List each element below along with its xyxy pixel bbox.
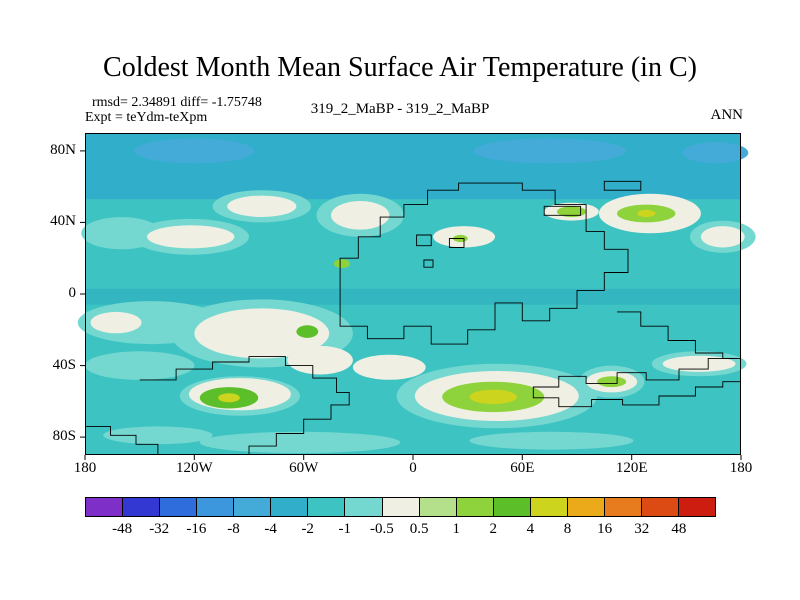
colorbar-tick-label: -2: [301, 521, 314, 537]
y-axis-labels: 80N 40N 0 40S 80S: [30, 133, 76, 455]
y-axis-label: 40N: [50, 213, 76, 230]
coastline: [543, 205, 582, 216]
anomaly-blob: [597, 376, 627, 388]
colorbar-tick-label: 48: [671, 521, 687, 537]
anomaly-blob: [637, 209, 656, 218]
coastline: [448, 238, 465, 248]
x-axis-label: 120E: [615, 460, 648, 476]
anomaly-blob: [700, 226, 745, 248]
colorbar-segment: [270, 497, 309, 517]
colorbar-tick-label: 8: [563, 521, 572, 537]
colorbar-segment: [122, 497, 161, 517]
colorbar-tick-label: 1: [452, 521, 460, 537]
colorbar-segment: [603, 497, 642, 517]
colorbar-segment: [640, 497, 679, 517]
coastline: [617, 311, 741, 359]
coastline: [423, 259, 434, 268]
coastline: [139, 356, 350, 455]
colorbar: [85, 497, 717, 517]
colorbar-tick-label: -48: [112, 521, 133, 537]
anomaly-blob: [199, 431, 401, 454]
anomaly-blob: [218, 393, 240, 403]
colorbar-segment: [307, 497, 346, 517]
coastline: [85, 425, 159, 455]
colorbar-segment: [418, 497, 457, 517]
anomaly-blob: [556, 206, 587, 218]
latitude-band: [85, 288, 741, 305]
anomaly-blob: [331, 201, 390, 230]
coastline: [532, 357, 741, 408]
anomaly-blob: [469, 389, 517, 405]
y-axis-label: 80S: [52, 428, 76, 445]
x-axis-labels: 180 120W 60W 0 60E 120E 180: [74, 460, 753, 480]
colorbar-segment: [233, 497, 272, 517]
colorbar-tick-label: 2: [489, 521, 498, 537]
anomaly-blob: [134, 138, 255, 164]
colorbar-tick-label: -32: [149, 521, 170, 537]
x-axis-label: 60W: [289, 460, 319, 476]
colorbar-segment: [455, 497, 494, 517]
season-label: ANN: [710, 107, 744, 123]
colorbar-tick-label: -1: [338, 521, 352, 537]
colorbar-segment: [159, 497, 198, 517]
colorbar-segment: [566, 497, 605, 517]
colorbar-segment: [196, 497, 235, 517]
x-axis-label: 120W: [175, 460, 213, 476]
map-border: [85, 133, 741, 455]
anomaly-blob: [682, 142, 749, 164]
anomaly-blob: [194, 308, 330, 359]
comparison-text: 319_2_MaBP - 319_2_MaBP: [310, 101, 490, 117]
anomaly-blob: [333, 259, 351, 269]
anomaly-blob: [147, 225, 235, 249]
experiment-text: Expt = teYdm-teXpm: [85, 110, 208, 125]
colorbar-tick-label: -8: [227, 521, 240, 537]
colorbar-segment: [381, 497, 420, 517]
colorbar-segment: [85, 497, 124, 517]
anomaly-blob: [103, 426, 213, 445]
anomaly-blob: [662, 355, 736, 372]
colorbar-tick-label: 0.5: [409, 521, 429, 537]
x-axis-label: 180: [73, 460, 97, 476]
colorbar-labels: -48 -32 -16 -8 -4 -2 -1 -0.5 0.5 1 2 4 8 16 32 48: [85, 521, 716, 539]
x-axis-label: 60E: [510, 460, 535, 476]
anomaly-blob: [227, 195, 297, 217]
colorbar-segment: [492, 497, 531, 517]
anomaly-blob: [85, 351, 195, 380]
colorbar-segment: [529, 497, 568, 517]
y-axis-label: 80N: [50, 141, 76, 158]
anomaly-blob: [473, 138, 627, 164]
y-axis-label: 40S: [52, 356, 76, 373]
coastline: [416, 234, 432, 247]
colorbar-tick-label: 16: [597, 521, 613, 537]
map-plot: [77, 133, 756, 460]
x-axis-label: 0: [409, 460, 417, 476]
colorbar-tick-label: -4: [264, 521, 277, 537]
coastline: [603, 180, 642, 191]
coastline: [339, 182, 629, 345]
colorbar-tick-label: -0.5: [370, 521, 394, 537]
y-axis-label: 0: [68, 285, 77, 301]
plot-title: Coldest Month Mean Surface Air Temperatu…: [103, 52, 697, 83]
colorbar-segment: [344, 497, 383, 517]
map-svg: [77, 133, 756, 460]
anomaly-blob: [287, 345, 353, 375]
colorbar-tick-label: -16: [186, 521, 207, 537]
anomaly-blob: [469, 431, 634, 450]
anomaly-blob: [352, 354, 426, 380]
rmsd-diff-text: rmsd= 2.34891 diff= -1.75748: [92, 95, 262, 110]
colorbar-segment: [678, 497, 717, 517]
anomaly-blob: [296, 325, 319, 338]
anomaly-blob: [90, 311, 142, 334]
colorbar-tick-label: 4: [526, 521, 535, 537]
colorbar-tick-label: 32: [634, 521, 650, 537]
x-axis-label: 180: [729, 460, 753, 476]
